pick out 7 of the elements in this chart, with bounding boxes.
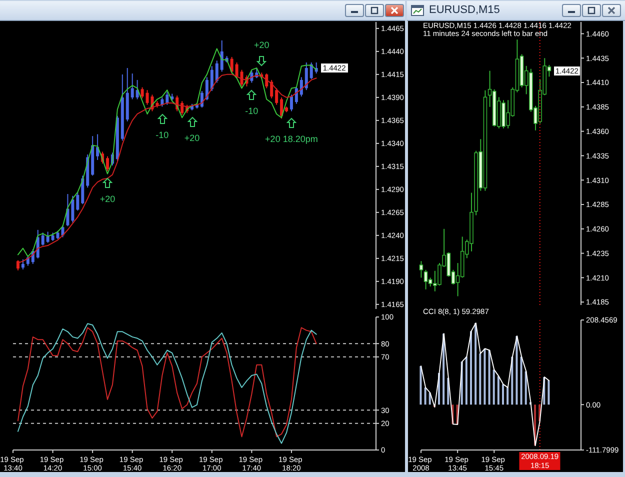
annotation: +20 <box>184 133 200 144</box>
annotation: +20 <box>254 40 270 50</box>
annotation: -10 <box>245 106 258 116</box>
annotation: -10 <box>156 130 169 140</box>
annotation: +20 18.20pm <box>265 134 318 144</box>
annotation: +20 <box>100 194 116 204</box>
chart-title: EURUSD,M15 <box>429 4 500 16</box>
